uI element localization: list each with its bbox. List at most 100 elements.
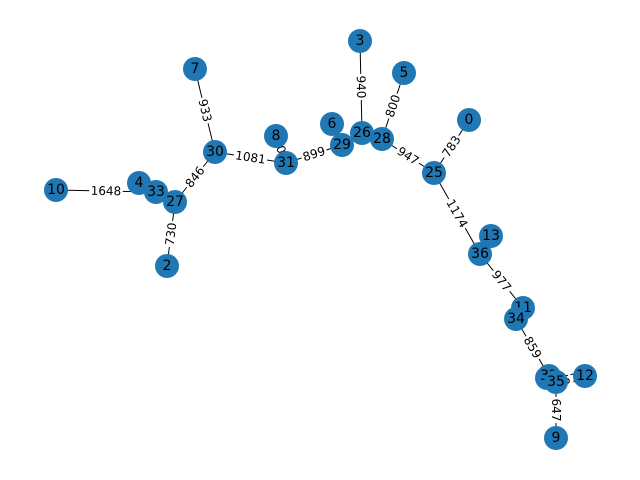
node-label: 30: [206, 144, 224, 160]
node-circle: [479, 224, 503, 248]
node-label: 0: [465, 112, 474, 128]
node-label: 26: [353, 125, 371, 141]
node-35: 35: [544, 370, 568, 394]
node-circle: [422, 161, 446, 185]
edge-label-30-31: 1081: [232, 147, 269, 168]
node-2: 2: [155, 254, 179, 278]
node-label: 12: [576, 368, 594, 384]
edge-label-background: [381, 91, 405, 121]
node-circle: [457, 108, 481, 132]
edge-label-28-5: 800: [381, 91, 405, 121]
edge-label-25-36: 1174: [441, 194, 473, 233]
edge-label-background: [548, 396, 564, 424]
node-circle: [155, 254, 179, 278]
edge-label-background: [180, 161, 210, 193]
node-circle: [320, 112, 344, 136]
edge-label-background: [392, 142, 424, 170]
node-label: 2: [163, 258, 172, 274]
node-label: 28: [373, 131, 391, 147]
node-7: 7: [183, 57, 207, 81]
node-25: 25: [422, 161, 446, 185]
node-6: 6: [320, 112, 344, 136]
edge-label-30-7: 933: [194, 95, 216, 126]
node-label: 34: [507, 311, 525, 327]
edge-weight-text: 1081: [234, 148, 266, 167]
node-13: 13: [479, 224, 503, 248]
node-label: 25: [425, 165, 443, 181]
node-circle: [544, 370, 568, 394]
node-label: 10: [47, 182, 65, 198]
node-29: 29: [330, 133, 354, 157]
edge-weight-text: 800: [383, 93, 404, 119]
node-36: 36: [468, 242, 492, 266]
node-33: 33: [144, 180, 168, 204]
edge-label-34-32: 859: [519, 332, 546, 363]
edge-label-background: [352, 73, 370, 101]
node-label: 29: [333, 137, 351, 153]
edge-label-28-25: 947: [392, 142, 424, 170]
edge-label-background: [437, 131, 466, 162]
node-circle: [274, 151, 298, 175]
node-circle: [330, 133, 354, 157]
edge-label-background: [441, 194, 473, 233]
edge-weight-text: 1648: [91, 184, 122, 199]
edge-weight-text: 730: [163, 222, 180, 246]
edges-layer: [55, 40, 586, 438]
node-label: 13: [482, 228, 500, 244]
node-circle: [44, 178, 68, 202]
edge-label-background: [194, 95, 216, 126]
node-label: 33: [147, 184, 165, 200]
node-circle: [203, 140, 227, 164]
node-circle: [544, 426, 568, 450]
node-circle: [144, 180, 168, 204]
edge-label-36-11: 977: [487, 265, 516, 297]
edge-weight-text: 1174: [443, 197, 470, 230]
node-label: 9: [552, 430, 561, 446]
node-label: 3: [356, 33, 365, 49]
node-9: 9: [544, 426, 568, 450]
node-0: 0: [457, 108, 481, 132]
node-circle: [504, 307, 528, 331]
node-circle: [370, 127, 394, 151]
edge-label-35-9: 647: [548, 396, 564, 424]
node-label: 4: [135, 175, 144, 191]
node-26: 26: [350, 121, 374, 145]
edge-label-27-30: 846: [180, 161, 210, 193]
edge-label-25-0: 783: [437, 131, 466, 162]
edge-label-background: [232, 147, 269, 168]
edge-weight-text: 940: [354, 75, 368, 98]
edge-label-31-29: 899: [299, 142, 329, 166]
node-label: 6: [328, 116, 337, 132]
node-34: 34: [504, 307, 528, 331]
node-circle: [163, 190, 187, 214]
node-label: 7: [191, 61, 200, 77]
node-label: 35: [547, 374, 565, 390]
edge-label-background: [519, 332, 546, 363]
node-label: 31: [277, 155, 295, 171]
edge-label-27-2: 730: [161, 220, 181, 248]
node-circle: [573, 364, 597, 388]
node-circle: [348, 29, 372, 53]
node-30: 30: [203, 140, 227, 164]
edge-label-background: [487, 265, 516, 297]
node-circle: [350, 121, 374, 145]
edge-weight-text: 899: [301, 144, 327, 164]
node-28: 28: [370, 127, 394, 151]
node-label: 27: [166, 194, 184, 210]
edge-label-background: [299, 142, 329, 166]
edge-label-background: [89, 182, 123, 200]
node-5: 5: [392, 61, 416, 85]
nodes-layer: 0234567891011121314252627282930313233343…: [44, 29, 597, 450]
node-circle: [468, 242, 492, 266]
edge-weight-text: 933: [196, 98, 215, 124]
node-circle: [183, 57, 207, 81]
node-8: 8: [264, 124, 288, 148]
node-3: 3: [348, 29, 372, 53]
node-label: 5: [400, 65, 409, 81]
node-31: 31: [274, 151, 298, 175]
edge-label-10-33: 1648: [89, 182, 123, 200]
node-12: 12: [573, 364, 597, 388]
node-circle: [392, 61, 416, 85]
